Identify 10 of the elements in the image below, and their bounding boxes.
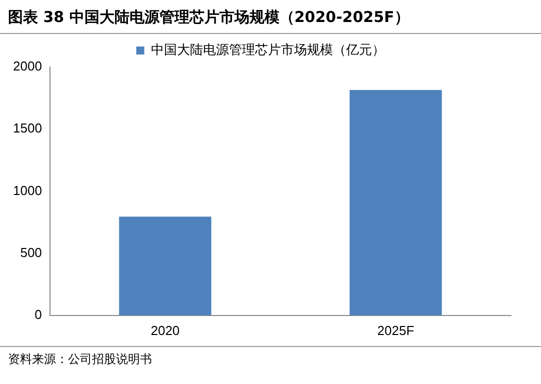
chart-title: 图表 38 中国大陆电源管理芯片市场规模（2020-2025F） — [0, 0, 541, 34]
y-tick-label: 1000 — [13, 182, 42, 198]
y-tick-label: 500 — [20, 244, 42, 260]
text: 资料来源：公司招股说明书 — [0, 346, 541, 372]
y-tick-label: 1500 — [13, 120, 42, 136]
x-tick-label: 2020 — [150, 322, 180, 338]
y-tick-label: 0 — [34, 306, 42, 322]
legend-label: 中国大陆电源管理芯片市场规模（亿元） — [150, 42, 385, 58]
x-tick-label: 2025F — [377, 322, 414, 338]
y-tick-label: 2000 — [13, 58, 42, 74]
